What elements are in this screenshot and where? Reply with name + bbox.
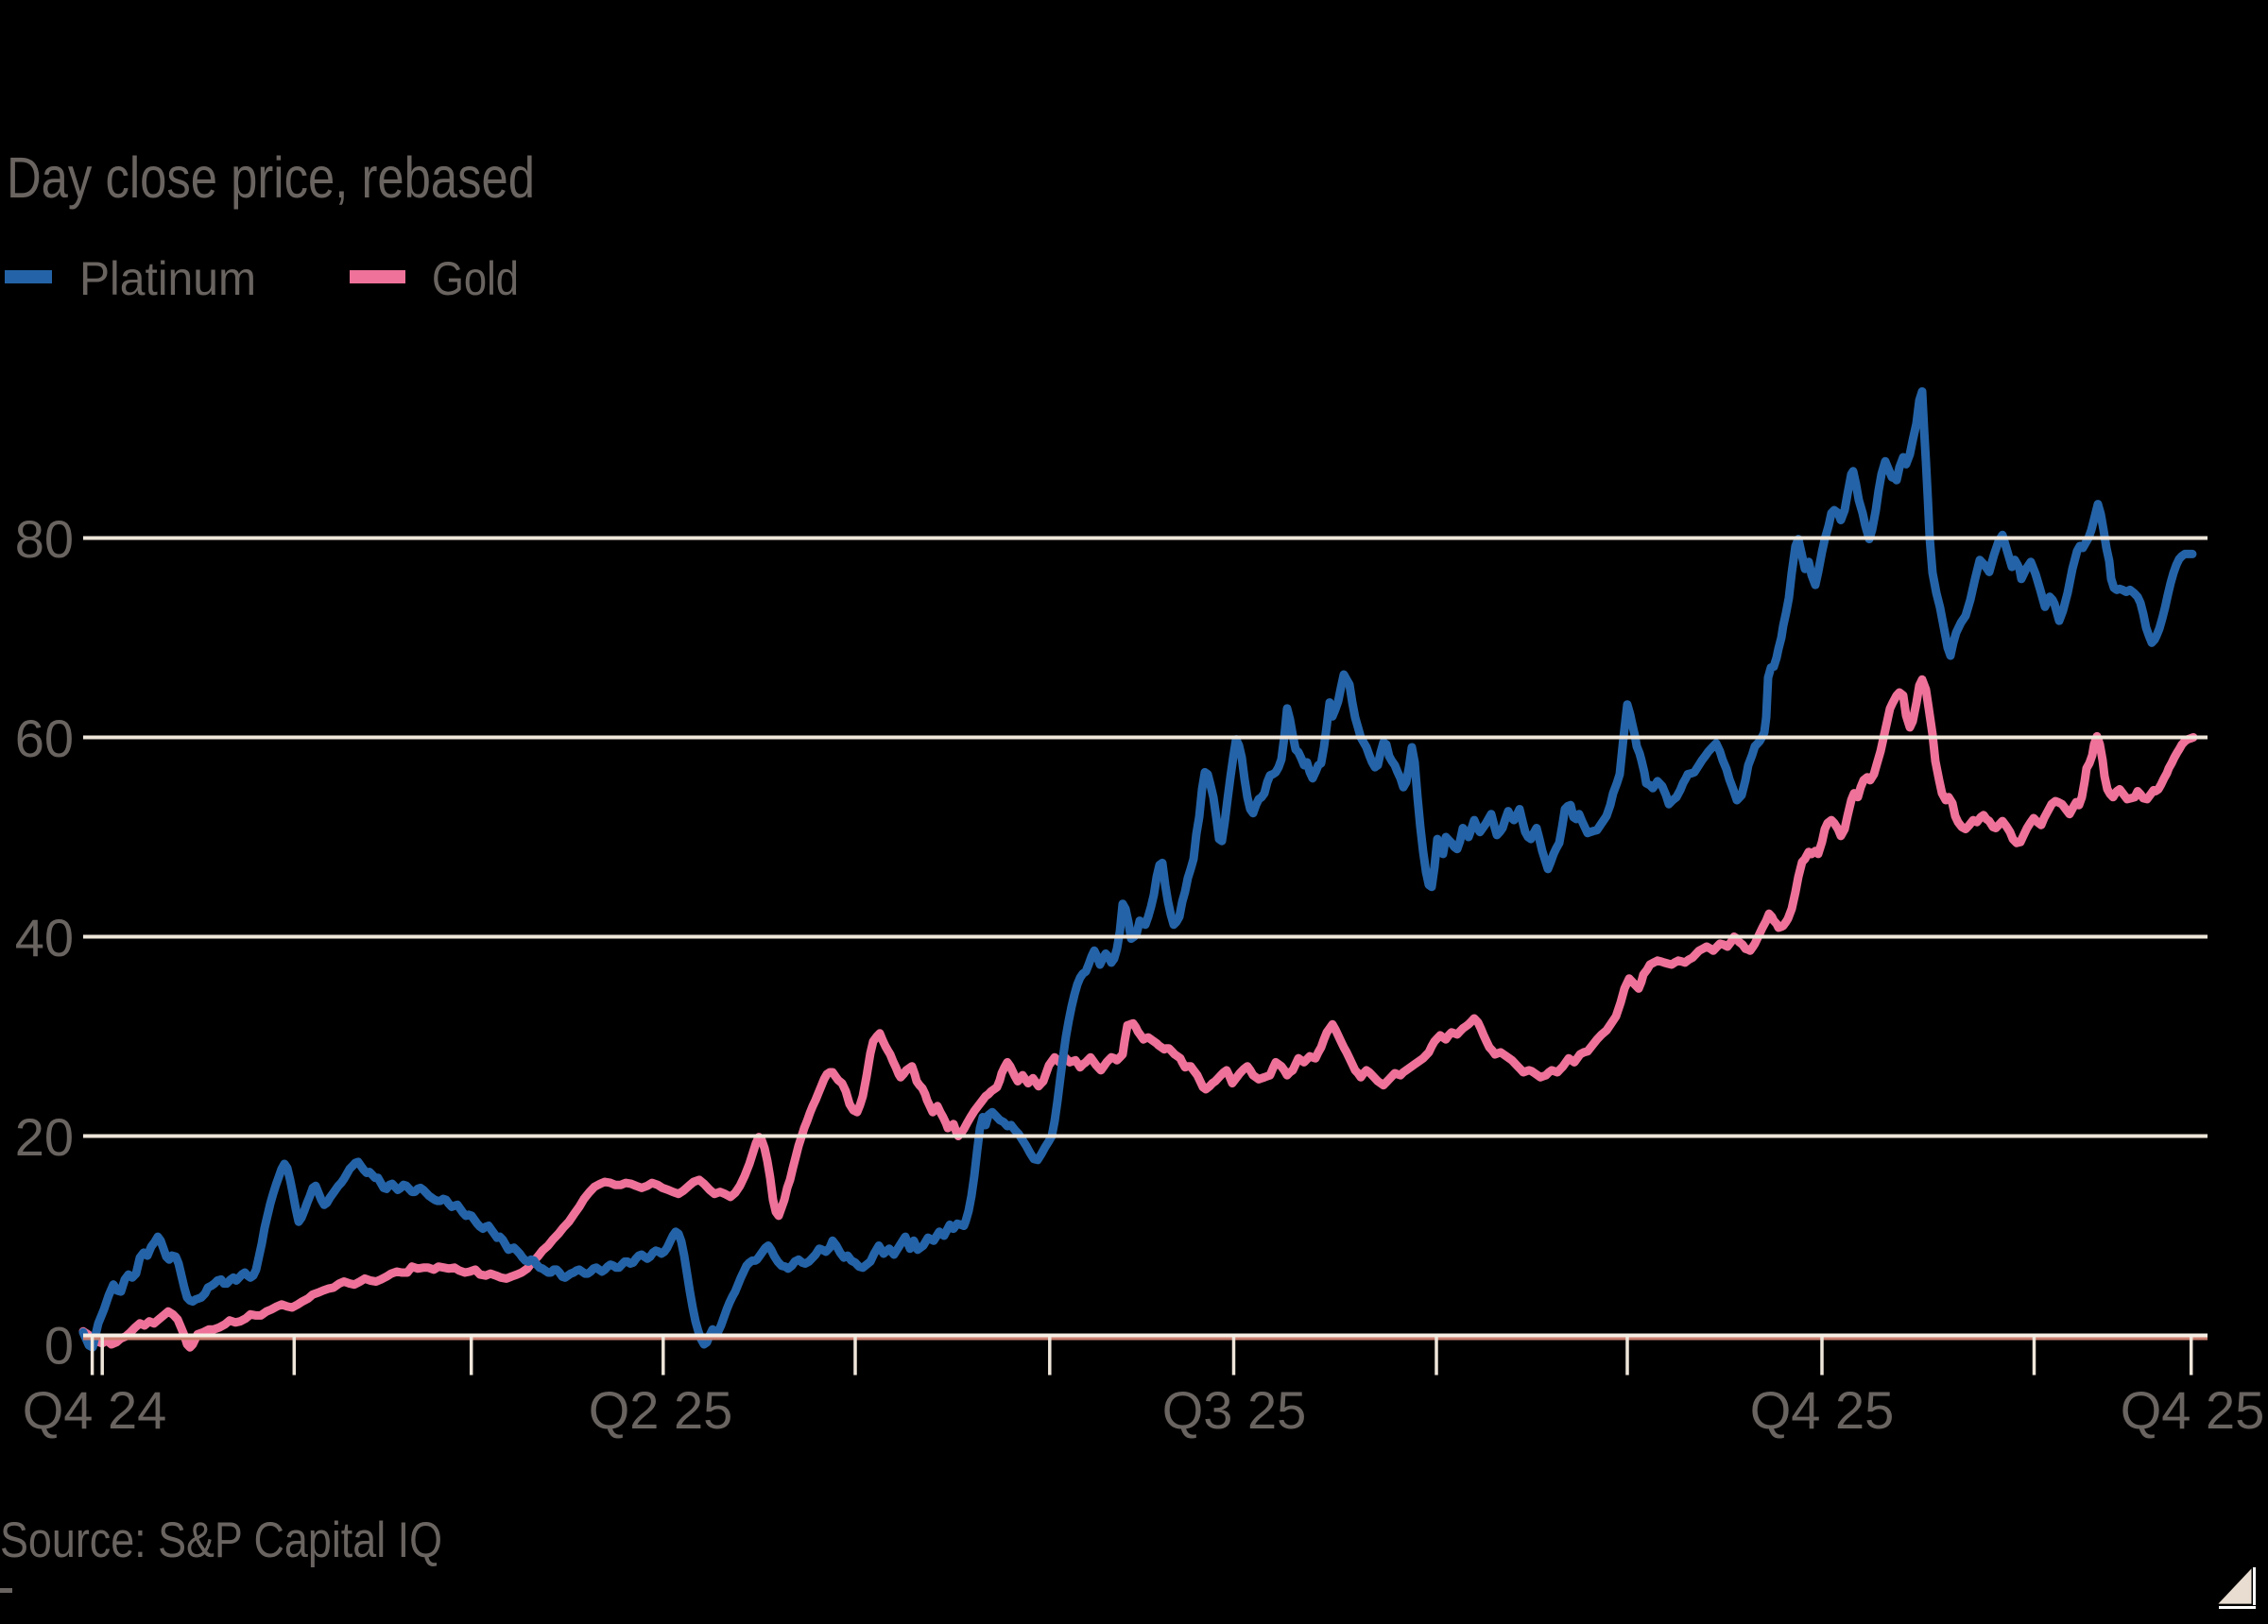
svg-text:40: 40 — [15, 908, 74, 967]
svg-text:Q2 25: Q2 25 — [589, 1380, 733, 1440]
svg-text:Platinum: Platinum — [79, 252, 256, 305]
svg-text:20: 20 — [15, 1107, 74, 1167]
svg-text:Q4 25: Q4 25 — [2121, 1380, 2265, 1440]
svg-text:Q4 25: Q4 25 — [1750, 1380, 1895, 1440]
svg-text:0: 0 — [44, 1316, 74, 1376]
svg-text:Q4 24: Q4 24 — [23, 1380, 167, 1440]
svg-text:80: 80 — [15, 509, 74, 569]
svg-text:Q3 25: Q3 25 — [1162, 1380, 1307, 1440]
svg-text:Source: S&P Capital IQ: Source: S&P Capital IQ — [0, 1513, 442, 1568]
svg-text:Day close price, rebased: Day close price, rebased — [7, 145, 535, 210]
svg-text:Gold: Gold — [432, 252, 519, 305]
svg-text:60: 60 — [15, 709, 74, 768]
